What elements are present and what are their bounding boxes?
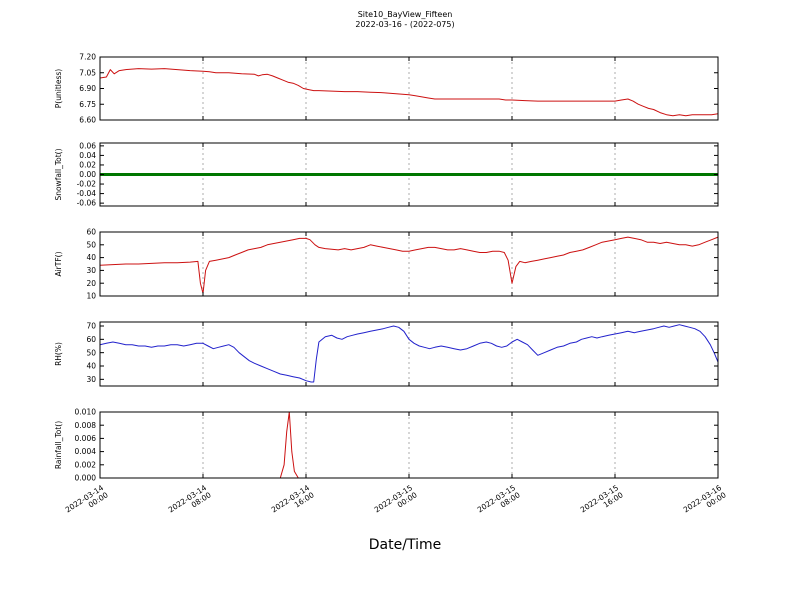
y-tick-label: 70 bbox=[86, 322, 96, 331]
series-line bbox=[99, 68, 719, 117]
series-line bbox=[99, 236, 719, 294]
y-tick-label: 0.006 bbox=[75, 434, 97, 443]
panel-3: 10 20 30 40 50 60 AirTF() bbox=[54, 228, 719, 301]
x-axis-title: Date/Time bbox=[369, 537, 441, 553]
x-tick-label: 2022-03-1600:00 bbox=[682, 483, 728, 522]
y-tick-label: -0.02 bbox=[77, 180, 97, 189]
y-tick-label: 40 bbox=[86, 362, 96, 371]
x-tick-label: 2022-03-1500:00 bbox=[373, 483, 419, 522]
y-tick-label: -0.06 bbox=[77, 199, 97, 208]
y-tick-label: 60 bbox=[86, 335, 96, 344]
y-tick-label: 0.010 bbox=[75, 408, 97, 417]
y-tick-label: 6.90 bbox=[79, 84, 96, 93]
y-tick-label: 40 bbox=[86, 253, 96, 262]
x-tick-label: 2022-03-1408:00 bbox=[167, 483, 213, 522]
panel-4: 30 40 50 60 70 RH(%) bbox=[54, 321, 719, 387]
panels-group: 6.606.756.907.057.20P(unitless)-0.06-0.0… bbox=[54, 53, 719, 483]
y-tick-label: 50 bbox=[86, 240, 96, 249]
y-axis-label: P(unitless) bbox=[54, 69, 63, 108]
x-tick-label: 2022-03-1400:00 bbox=[64, 483, 110, 522]
chart-subtitle: 2022-03-16 - (2022-075) bbox=[355, 20, 454, 29]
y-tick-label: 50 bbox=[86, 348, 96, 357]
y-tick-label: 30 bbox=[86, 266, 96, 275]
series-line bbox=[99, 324, 719, 383]
y-tick-label: 0.002 bbox=[75, 460, 97, 469]
x-tick-label: 2022-03-1508:00 bbox=[476, 483, 522, 522]
y-tick-label: 20 bbox=[86, 279, 96, 288]
x-tick-labels-group: 2022-03-1400:00 2022-03-1408:00 2022-03-14… bbox=[64, 483, 728, 522]
y-tick-label: 0.02 bbox=[79, 161, 96, 170]
y-tick-label: 0.004 bbox=[75, 447, 97, 456]
y-axis-label: Snowfall_Tot() bbox=[54, 148, 63, 200]
y-tick-label: 0.04 bbox=[79, 151, 96, 160]
y-tick-label: 0.00 bbox=[79, 170, 96, 179]
panel-1: 6.60 6.75 6.90 7.05 7.20 P(unitless) bbox=[54, 53, 719, 125]
y-axis-label: Rainfall_Tot() bbox=[54, 421, 63, 469]
y-tick-label: -0.04 bbox=[77, 189, 97, 198]
y-tick-label: 0.06 bbox=[79, 141, 96, 150]
panel-5: 0.000 0.002 0.004 0.006 0.008 0.010 Rainfall_T… bbox=[54, 408, 719, 483]
chart-title: Site10_BayView_Fifteen bbox=[358, 10, 453, 19]
y-tick-label: 60 bbox=[86, 228, 96, 237]
y-tick-label: 7.20 bbox=[79, 53, 96, 62]
y-tick-label: 0.000 bbox=[75, 474, 97, 483]
y-tick-label: 6.60 bbox=[79, 116, 96, 125]
x-tick-label: 2022-03-1516:00 bbox=[579, 483, 625, 522]
y-tick-label: 0.008 bbox=[75, 421, 97, 430]
y-axis-label: AirTF() bbox=[54, 251, 63, 276]
panel-2: -0.06-0.04-0.020.000.020.040.06 Snowfall_… bbox=[54, 141, 719, 208]
y-tick-label: 30 bbox=[86, 375, 96, 384]
y-tick-label: 6.75 bbox=[79, 100, 96, 109]
y-tick-label: 10 bbox=[86, 292, 96, 301]
y-axis-label: RH(%) bbox=[54, 342, 63, 366]
x-tick-label: 2022-03-1416:00 bbox=[270, 483, 316, 522]
y-tick-label: 7.05 bbox=[79, 68, 96, 77]
